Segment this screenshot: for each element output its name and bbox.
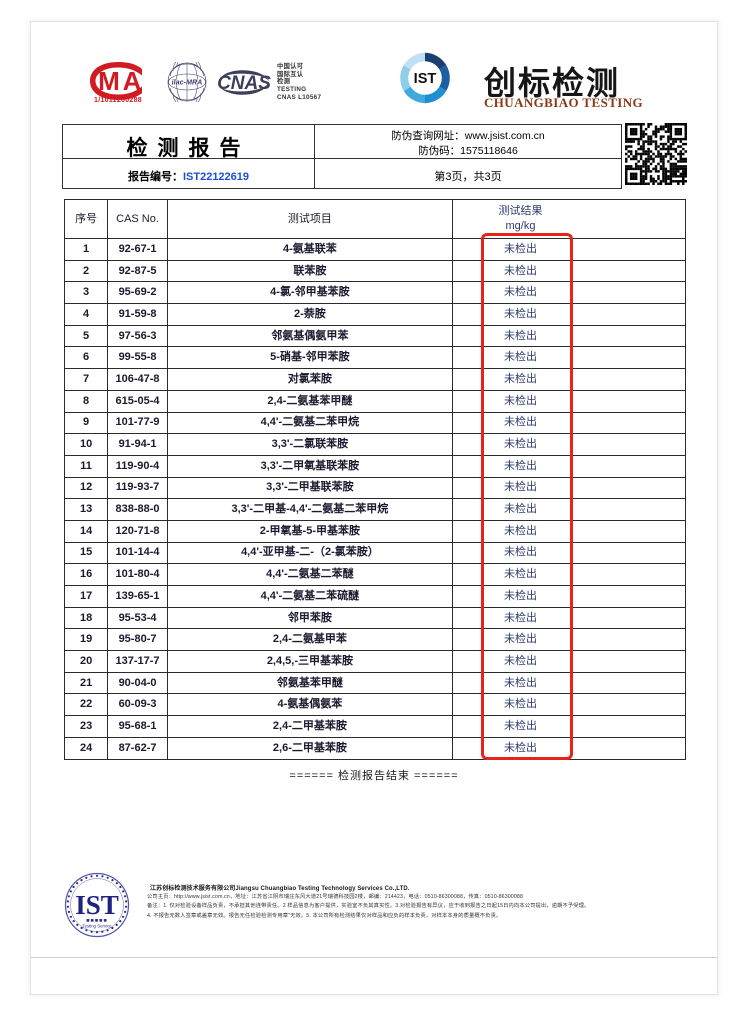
- svg-text:Testing Service: Testing Service: [82, 924, 112, 929]
- svg-text:IST: IST: [414, 71, 437, 87]
- svg-text:A: A: [123, 66, 142, 96]
- svg-text:ilac-MRA: ilac-MRA: [172, 78, 203, 87]
- svg-text:CNAS: CNAS: [217, 73, 271, 94]
- svg-text:1/1011260288: 1/1011260288: [94, 97, 142, 103]
- svg-text:M: M: [98, 66, 120, 96]
- svg-text:IST: IST: [75, 890, 119, 920]
